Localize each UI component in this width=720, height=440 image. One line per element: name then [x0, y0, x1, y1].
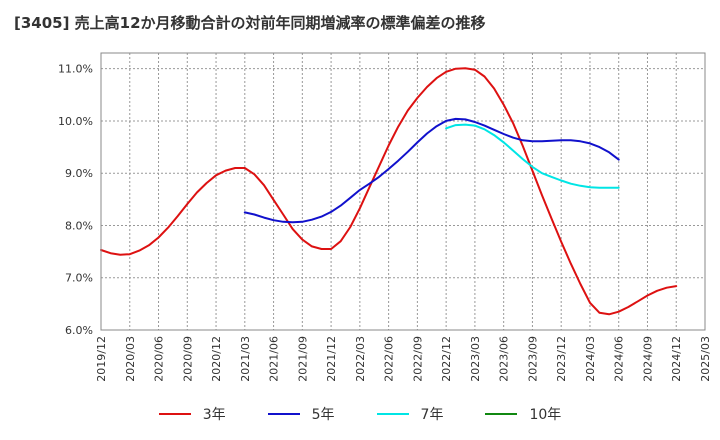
y-tick-label: 8.0%	[65, 219, 93, 232]
series-line-7年	[445, 123, 620, 189]
line-chart: 6.0% 7.0% 8.0% 9.0% 10.0% 11.0% 2019/12 2020/0…	[58, 52, 712, 382]
x-tick-label: 2023/06	[498, 336, 511, 382]
x-tick-label: 2021/03	[239, 336, 252, 382]
y-tick-label: 6.0%	[65, 324, 93, 337]
legend: 3年 5年 7年 10年	[0, 400, 720, 428]
y-axis-ticks: 6.0% 7.0% 8.0% 9.0% 10.0% 11.0%	[58, 63, 93, 337]
x-tick-label: 2024/09	[641, 336, 654, 382]
legend-label: 7年	[420, 407, 444, 423]
legend-item: 10年	[485, 404, 561, 424]
x-tick-label: 2020/03	[124, 336, 137, 382]
x-tick-label: 2023/03	[469, 336, 482, 382]
legend-swatch	[267, 413, 300, 415]
x-tick-label: 2020/09	[181, 336, 194, 382]
series-lines	[100, 67, 678, 316]
x-tick-label: 2020/06	[153, 336, 166, 382]
legend-label: 10年	[529, 407, 562, 423]
legend-item: 7年	[376, 404, 444, 424]
x-tick-label: 2024/12	[670, 336, 683, 382]
x-tick-label: 2024/06	[613, 336, 626, 382]
chart-title: [3405] 売上高12か月移動合計の対前年同期増減率の標準偏差の推移	[14, 14, 486, 32]
series-line-5年	[243, 117, 620, 224]
plot-border	[100, 52, 706, 331]
x-tick-label: 2022/06	[383, 336, 396, 382]
x-tick-label: 2025/03	[699, 336, 712, 382]
x-tick-label: 2022/09	[411, 336, 424, 382]
x-tick-label: 2019/12	[95, 336, 108, 382]
x-tick-label: 2020/12	[210, 336, 223, 382]
legend-swatch	[485, 413, 518, 415]
legend-label: 5年	[311, 407, 335, 423]
x-tick-label: 2023/09	[526, 336, 539, 382]
series-line-3年	[100, 67, 678, 316]
legend-swatch	[158, 413, 191, 415]
x-tick-label: 2022/03	[354, 336, 367, 382]
legend-swatch	[376, 413, 409, 415]
y-tick-label: 10.0%	[58, 115, 93, 128]
y-tick-label: 11.0%	[58, 63, 93, 76]
plot-area	[101, 53, 705, 330]
legend-item: 3年	[158, 404, 226, 424]
y-tick-label: 9.0%	[65, 167, 93, 180]
x-tick-label: 2021/06	[268, 336, 281, 382]
x-axis-ticks: 2019/12 2020/03 2020/06 2020/09 2020/12 2021/…	[95, 336, 712, 382]
legend-item: 5年	[267, 404, 335, 424]
x-tick-label: 2021/12	[325, 336, 338, 382]
y-tick-label: 7.0%	[65, 272, 93, 285]
legend-label: 3年	[202, 407, 226, 423]
x-tick-label: 2021/09	[296, 336, 309, 382]
x-tick-label: 2024/03	[584, 336, 597, 382]
x-tick-label: 2022/12	[440, 336, 453, 382]
x-tick-label: 2023/12	[555, 336, 568, 382]
